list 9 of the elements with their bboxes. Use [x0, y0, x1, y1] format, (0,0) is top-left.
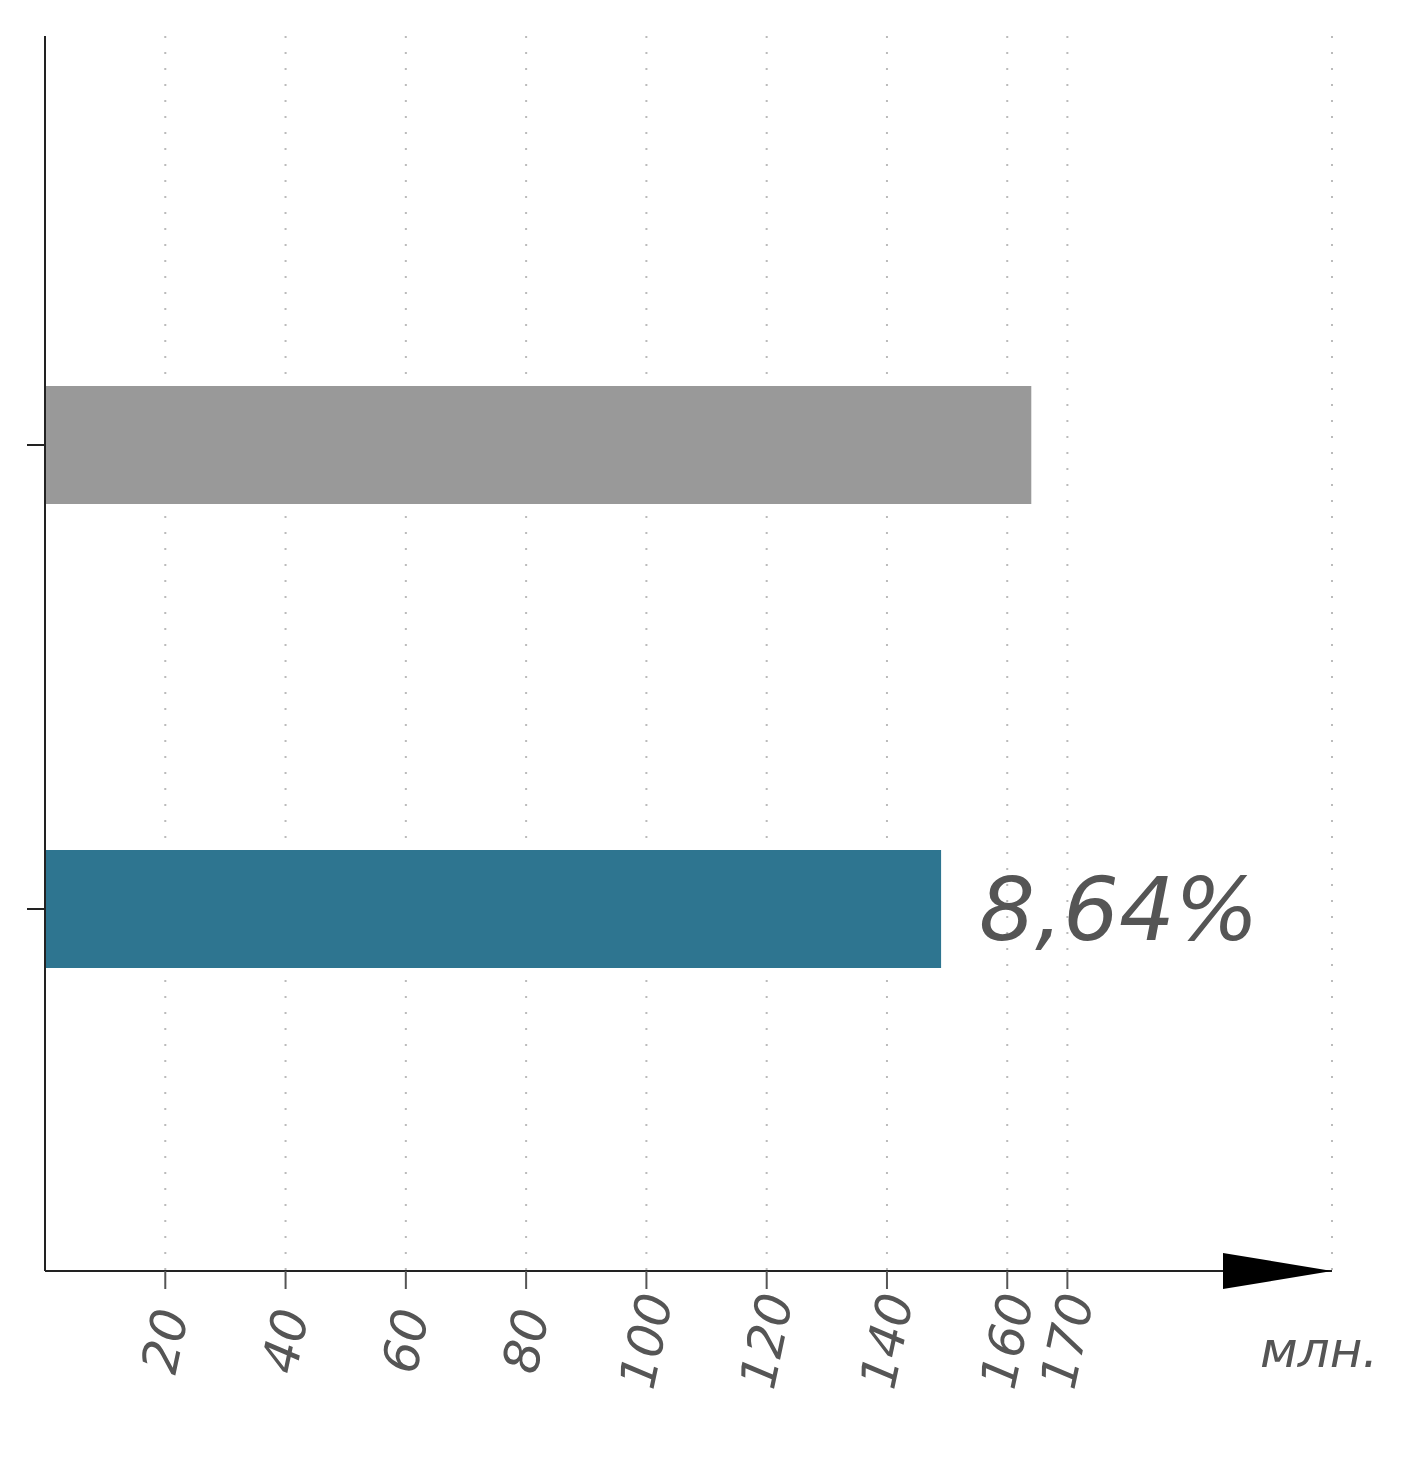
x-tick-label: 140: [848, 1288, 926, 1394]
x-tick-label: 100: [608, 1288, 685, 1394]
x-axis-title: млн.: [1260, 1321, 1379, 1379]
x-tick-label: 120: [728, 1288, 805, 1394]
x-tick-label: 80: [491, 1303, 562, 1379]
x-tick-label: 60: [370, 1303, 441, 1379]
x-tick-label: 20: [130, 1303, 201, 1379]
annotation: 8,64%: [979, 857, 1259, 961]
x-tick-label: 40: [250, 1303, 321, 1379]
